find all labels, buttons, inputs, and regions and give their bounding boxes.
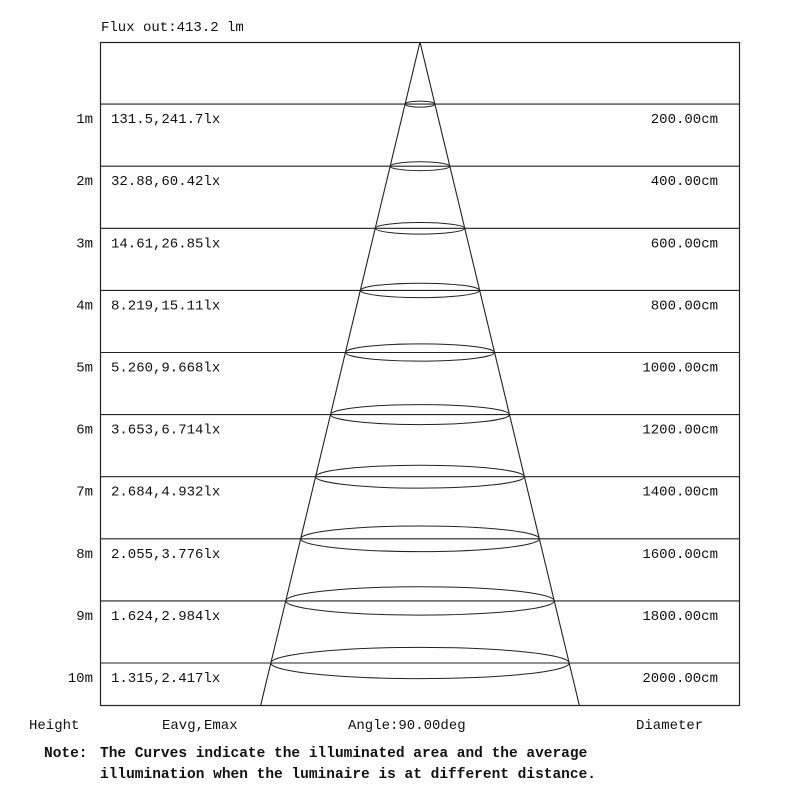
row-diameter-value: 1200.00cm <box>642 423 718 439</box>
note-line-2: illumination when the luminaire is at di… <box>100 767 596 783</box>
row-diameter-value: 1000.00cm <box>642 361 718 377</box>
row-height-label: 3m <box>76 236 93 252</box>
row-diameter-value: 1600.00cm <box>642 547 718 563</box>
beam-angle-label: Angle:90.00deg <box>348 718 466 734</box>
row-illuminance-value: 14.61,26.85lx <box>111 236 220 252</box>
row-illuminance-value: 1.624,2.984lx <box>111 609 220 625</box>
row-illuminance-value: 1.315,2.417lx <box>111 671 220 687</box>
distance-row: 1m 131.5,241.7lx 200.00cm <box>76 103 739 128</box>
distance-row: 9m 1.624,2.984lx 1800.00cm <box>76 600 739 625</box>
row-height-label: 7m <box>76 485 93 501</box>
eavg-emax-column-label: Eavg,Emax <box>162 718 238 734</box>
distance-row: 4m 8.219,15.11lx 800.00cm <box>76 289 739 314</box>
row-illuminance-value: 3.653,6.714lx <box>111 423 220 439</box>
distance-row: 3m 14.61,26.85lx 600.00cm <box>76 227 739 252</box>
row-height-label: 9m <box>76 609 93 625</box>
row-height-label: 1m <box>76 112 93 128</box>
row-height-label: 8m <box>76 547 93 563</box>
note-line-1: The Curves indicate the illuminated area… <box>100 746 587 762</box>
row-diameter-value: 800.00cm <box>651 298 718 314</box>
distance-row: 2m 32.88,60.42lx 400.00cm <box>76 165 739 190</box>
row-illuminance-value: 8.219,15.11lx <box>111 298 220 314</box>
distance-row: 5m 5.260,9.668lx 1000.00cm <box>76 351 739 377</box>
row-illuminance-value: 131.5,241.7lx <box>111 112 220 128</box>
row-diameter-value: 200.00cm <box>651 112 718 128</box>
row-diameter-value: 400.00cm <box>651 174 718 190</box>
row-illuminance-value: 2.055,3.776lx <box>111 547 220 563</box>
light-cone <box>259 41 581 707</box>
distance-row: 6m 3.653,6.714lx 1200.00cm <box>76 414 739 439</box>
note-prefix: Note: <box>44 746 88 762</box>
row-height-label: 6m <box>76 423 93 439</box>
height-column-label: Height <box>29 718 79 734</box>
cone-edge-right <box>419 41 581 707</box>
row-diameter-value: 600.00cm <box>651 236 718 252</box>
distance-row: 7m 2.684,4.932lx 1400.00cm <box>76 476 739 501</box>
row-illuminance-value: 2.684,4.932lx <box>111 485 220 501</box>
distance-row: 8m 2.055,3.776lx 1600.00cm <box>76 538 739 563</box>
row-height-label: 10m <box>68 671 93 687</box>
row-diameter-value: 1400.00cm <box>642 485 718 501</box>
distance-row: 10m 1.315,2.417lx 2000.00cm <box>68 662 739 687</box>
row-diameter-value: 1800.00cm <box>642 609 718 625</box>
diameter-column-label: Diameter <box>636 718 703 734</box>
row-height-label: 4m <box>76 298 93 314</box>
row-diameter-value: 2000.00cm <box>642 671 718 687</box>
row-height-label: 5m <box>76 361 93 377</box>
row-illuminance-value: 32.88,60.42lx <box>111 174 220 190</box>
row-height-label: 2m <box>76 174 93 190</box>
flux-label: Flux out:413.2 lm <box>101 20 244 36</box>
row-illuminance-value: 5.260,9.668lx <box>111 361 220 377</box>
cone-edge-left <box>259 41 421 707</box>
